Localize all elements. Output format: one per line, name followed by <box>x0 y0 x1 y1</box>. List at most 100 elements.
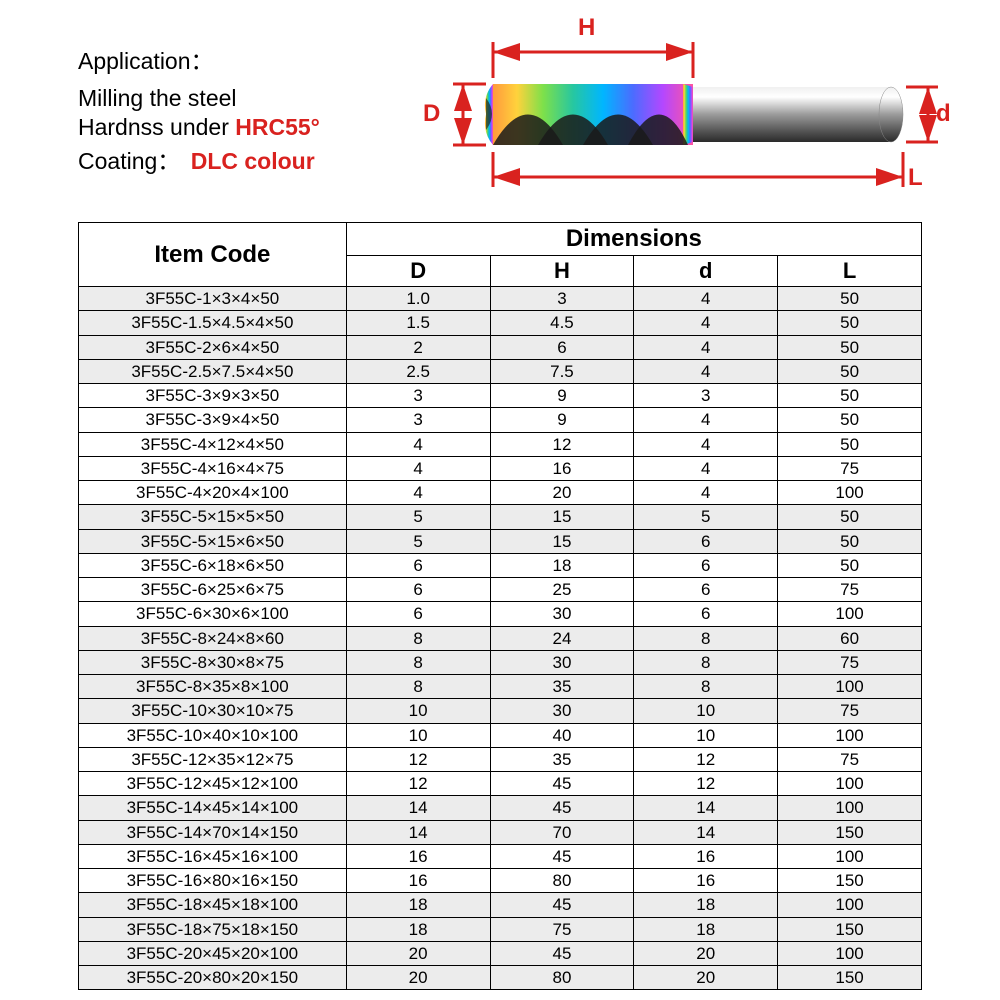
cell-item-code: 3F55C-20×45×20×100 <box>79 941 347 965</box>
cell-H: 4.5 <box>490 311 634 335</box>
dim-label-big-d: D <box>423 100 440 128</box>
table-row: 3F55C-18×45×18×100184518100 <box>79 893 922 917</box>
table-row: 3F55C-2.5×7.5×4×502.57.5450 <box>79 359 922 383</box>
cell-H: 75 <box>490 917 634 941</box>
table-row: 3F55C-6×25×6×75625675 <box>79 578 922 602</box>
cell-item-code: 3F55C-20×80×20×150 <box>79 966 347 990</box>
cell-d: 8 <box>634 675 778 699</box>
cell-H: 80 <box>490 966 634 990</box>
table-row: 3F55C-2×6×4×5026450 <box>79 335 922 359</box>
cell-item-code: 3F55C-6×30×6×100 <box>79 602 347 626</box>
cell-D: 10 <box>346 723 490 747</box>
cell-L: 100 <box>778 796 922 820</box>
cell-item-code: 3F55C-10×40×10×100 <box>79 723 347 747</box>
table-head: Item Code Dimensions D H d L <box>79 223 922 287</box>
table-row: 3F55C-4×16×4×75416475 <box>79 456 922 480</box>
table-row: 3F55C-6×30×6×1006306100 <box>79 602 922 626</box>
cell-D: 4 <box>346 456 490 480</box>
cell-H: 12 <box>490 432 634 456</box>
cell-H: 20 <box>490 481 634 505</box>
cell-H: 45 <box>490 844 634 868</box>
cell-L: 100 <box>778 481 922 505</box>
col-header-item-code: Item Code <box>79 223 347 287</box>
cell-d: 4 <box>634 456 778 480</box>
table-row: 3F55C-16×80×16×150168016150 <box>79 869 922 893</box>
cell-H: 45 <box>490 772 634 796</box>
cell-D: 14 <box>346 796 490 820</box>
table-row: 3F55C-8×35×8×1008358100 <box>79 675 922 699</box>
cell-item-code: 3F55C-4×16×4×75 <box>79 456 347 480</box>
cell-L: 75 <box>778 747 922 771</box>
cell-d: 18 <box>634 917 778 941</box>
cell-item-code: 3F55C-14×70×14×150 <box>79 820 347 844</box>
cell-D: 8 <box>346 626 490 650</box>
cell-d: 4 <box>634 287 778 311</box>
cell-L: 75 <box>778 456 922 480</box>
table-row: 3F55C-3×9×3×5039350 <box>79 384 922 408</box>
cell-L: 50 <box>778 311 922 335</box>
application-text: Application： Milling the steel Hardnss u… <box>78 42 418 176</box>
cell-D: 16 <box>346 844 490 868</box>
cell-d: 20 <box>634 966 778 990</box>
cell-L: 100 <box>778 772 922 796</box>
cell-d: 16 <box>634 869 778 893</box>
cell-d: 14 <box>634 820 778 844</box>
application-line1: Milling the steel <box>78 84 418 113</box>
cell-D: 6 <box>346 553 490 577</box>
cell-D: 12 <box>346 747 490 771</box>
table-row: 3F55C-12×35×12×7512351275 <box>79 747 922 771</box>
dim-label-small-d: d <box>936 100 951 128</box>
cell-d: 6 <box>634 529 778 553</box>
cell-H: 70 <box>490 820 634 844</box>
table-row: 3F55C-20×45×20×100204520100 <box>79 941 922 965</box>
table-row: 3F55C-1.5×4.5×4×501.54.5450 <box>79 311 922 335</box>
cell-L: 100 <box>778 844 922 868</box>
cell-item-code: 3F55C-18×75×18×150 <box>79 917 347 941</box>
cell-L: 50 <box>778 505 922 529</box>
cell-item-code: 3F55C-14×45×14×100 <box>79 796 347 820</box>
cell-L: 75 <box>778 699 922 723</box>
cell-H: 25 <box>490 578 634 602</box>
application-line2: Hardnss under HRC55° <box>78 113 418 142</box>
cell-H: 45 <box>490 941 634 965</box>
hardness-value: HRC55° <box>235 114 320 140</box>
coating-label: Coating： <box>78 148 180 174</box>
cell-D: 18 <box>346 917 490 941</box>
cell-item-code: 3F55C-8×30×8×75 <box>79 650 347 674</box>
cell-item-code: 3F55C-5×15×6×50 <box>79 529 347 553</box>
coating-value: DLC colour <box>191 148 315 174</box>
cell-d: 12 <box>634 772 778 796</box>
table-row: 3F55C-1×3×4×501.03450 <box>79 287 922 311</box>
cell-D: 4 <box>346 481 490 505</box>
cell-d: 8 <box>634 650 778 674</box>
cell-L: 50 <box>778 287 922 311</box>
cell-item-code: 3F55C-12×35×12×75 <box>79 747 347 771</box>
cell-item-code: 3F55C-2×6×4×50 <box>79 335 347 359</box>
cell-item-code: 3F55C-3×9×3×50 <box>79 384 347 408</box>
cell-D: 12 <box>346 772 490 796</box>
cell-item-code: 3F55C-10×30×10×75 <box>79 699 347 723</box>
col-header-d-lower: d <box>634 256 778 287</box>
header-area: Application： Milling the steel Hardnss u… <box>78 42 948 202</box>
table-row: 3F55C-20×80×20×150208020150 <box>79 966 922 990</box>
cell-D: 14 <box>346 820 490 844</box>
col-header-d-upper: D <box>346 256 490 287</box>
dim-label-h: H <box>578 14 595 42</box>
cell-L: 50 <box>778 384 922 408</box>
cell-item-code: 3F55C-5×15×5×50 <box>79 505 347 529</box>
table-row: 3F55C-14×45×14×100144514100 <box>79 796 922 820</box>
cell-L: 50 <box>778 529 922 553</box>
cell-L: 60 <box>778 626 922 650</box>
cell-L: 150 <box>778 869 922 893</box>
cell-d: 4 <box>634 311 778 335</box>
col-header-h: H <box>490 256 634 287</box>
application-label: Application： <box>78 42 418 76</box>
cell-d: 16 <box>634 844 778 868</box>
cell-H: 15 <box>490 529 634 553</box>
table-row: 3F55C-10×40×10×100104010100 <box>79 723 922 747</box>
cell-L: 50 <box>778 335 922 359</box>
cell-H: 45 <box>490 796 634 820</box>
cell-H: 35 <box>490 675 634 699</box>
cell-H: 7.5 <box>490 359 634 383</box>
cell-item-code: 3F55C-16×45×16×100 <box>79 844 347 868</box>
